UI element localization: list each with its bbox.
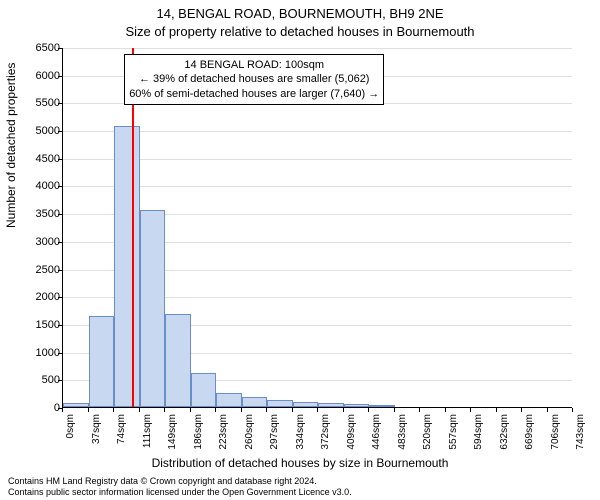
footer-line2: Contains public sector information licen… <box>8 487 352 498</box>
ytick-mark <box>58 270 62 271</box>
xtick-mark <box>190 408 191 412</box>
bar <box>89 316 115 407</box>
xtick-label: 37sqm <box>91 414 102 464</box>
bar <box>191 373 217 407</box>
xtick-label: 557sqm <box>448 414 459 464</box>
ytick-mark <box>58 131 62 132</box>
xtick-label: 297sqm <box>269 414 280 464</box>
ytick-label: 1500 <box>20 319 60 331</box>
ytick-label: 2500 <box>20 264 60 276</box>
ytick-label: 2000 <box>20 291 60 303</box>
xtick-label: 372sqm <box>320 414 331 464</box>
xtick-mark <box>368 408 369 412</box>
xtick-label: 743sqm <box>575 414 586 464</box>
ytick-label: 5000 <box>20 125 60 137</box>
ytick-label: 0 <box>20 402 60 414</box>
xtick-mark <box>139 408 140 412</box>
xtick-label: 74sqm <box>116 414 127 464</box>
info-box-line2: ← 39% of detached houses are smaller (5,… <box>129 72 379 86</box>
y-axis-label: Number of detached properties <box>4 63 18 228</box>
bar <box>114 126 140 407</box>
bar <box>63 403 89 407</box>
ytick-label: 3500 <box>20 208 60 220</box>
xtick-label: 632sqm <box>499 414 510 464</box>
ytick-mark <box>58 325 62 326</box>
ytick-label: 4000 <box>20 180 60 192</box>
xtick-label: 706sqm <box>550 414 561 464</box>
ytick-mark <box>58 214 62 215</box>
ytick-label: 500 <box>20 374 60 386</box>
bar <box>216 393 242 407</box>
bar <box>267 400 293 407</box>
ytick-label: 4500 <box>20 153 60 165</box>
bar <box>293 402 319 407</box>
xtick-mark <box>445 408 446 412</box>
chart-container: 14, BENGAL ROAD, BOURNEMOUTH, BH9 2NE Si… <box>0 0 600 500</box>
gridline <box>63 48 572 49</box>
xtick-mark <box>164 408 165 412</box>
xtick-label: 186sqm <box>193 414 204 464</box>
xtick-label: 334sqm <box>295 414 306 464</box>
xtick-label: 520sqm <box>422 414 433 464</box>
footer-text: Contains HM Land Registry data © Crown c… <box>8 476 352 498</box>
xtick-label: 149sqm <box>167 414 178 464</box>
xtick-mark <box>419 408 420 412</box>
ytick-label: 6000 <box>20 70 60 82</box>
xtick-label: 669sqm <box>524 414 535 464</box>
ytick-label: 1000 <box>20 347 60 359</box>
xtick-label: 260sqm <box>244 414 255 464</box>
xtick-label: 483sqm <box>397 414 408 464</box>
info-box-line1: 14 BENGAL ROAD: 100sqm <box>129 58 379 72</box>
xtick-label: 111sqm <box>142 414 153 464</box>
xtick-mark <box>215 408 216 412</box>
info-box: 14 BENGAL ROAD: 100sqm← 39% of detached … <box>124 54 384 105</box>
plot-area: 14 BENGAL ROAD: 100sqm← 39% of detached … <box>62 48 572 408</box>
bar <box>165 314 191 407</box>
xtick-mark <box>521 408 522 412</box>
xtick-mark <box>343 408 344 412</box>
xtick-label: 409sqm <box>346 414 357 464</box>
xtick-mark <box>292 408 293 412</box>
ytick-label: 5500 <box>20 97 60 109</box>
xtick-mark <box>317 408 318 412</box>
ytick-mark <box>58 353 62 354</box>
bar <box>344 404 370 407</box>
xtick-mark <box>394 408 395 412</box>
ytick-mark <box>58 48 62 49</box>
ytick-label: 3000 <box>20 236 60 248</box>
chart-title-2: Size of property relative to detached ho… <box>0 24 600 39</box>
bar <box>140 210 166 407</box>
ytick-mark <box>58 159 62 160</box>
xtick-mark <box>496 408 497 412</box>
ytick-mark <box>58 103 62 104</box>
bar <box>242 397 268 407</box>
xtick-label: 594sqm <box>473 414 484 464</box>
info-box-line3: 60% of semi-detached houses are larger (… <box>129 87 379 101</box>
ytick-mark <box>58 186 62 187</box>
ytick-mark <box>58 297 62 298</box>
xtick-mark <box>241 408 242 412</box>
ytick-label: 6500 <box>20 42 60 54</box>
chart-title-1: 14, BENGAL ROAD, BOURNEMOUTH, BH9 2NE <box>0 6 600 21</box>
xtick-mark <box>470 408 471 412</box>
xtick-label: 223sqm <box>218 414 229 464</box>
xtick-label: 0sqm <box>65 414 76 464</box>
xtick-mark <box>88 408 89 412</box>
ytick-mark <box>58 380 62 381</box>
xtick-mark <box>113 408 114 412</box>
xtick-label: 446sqm <box>371 414 382 464</box>
footer-line1: Contains HM Land Registry data © Crown c… <box>8 476 352 487</box>
xtick-mark <box>62 408 63 412</box>
ytick-mark <box>58 76 62 77</box>
bar <box>318 403 344 407</box>
ytick-mark <box>58 242 62 243</box>
xtick-mark <box>572 408 573 412</box>
bar <box>369 405 395 407</box>
xtick-mark <box>547 408 548 412</box>
xtick-mark <box>266 408 267 412</box>
